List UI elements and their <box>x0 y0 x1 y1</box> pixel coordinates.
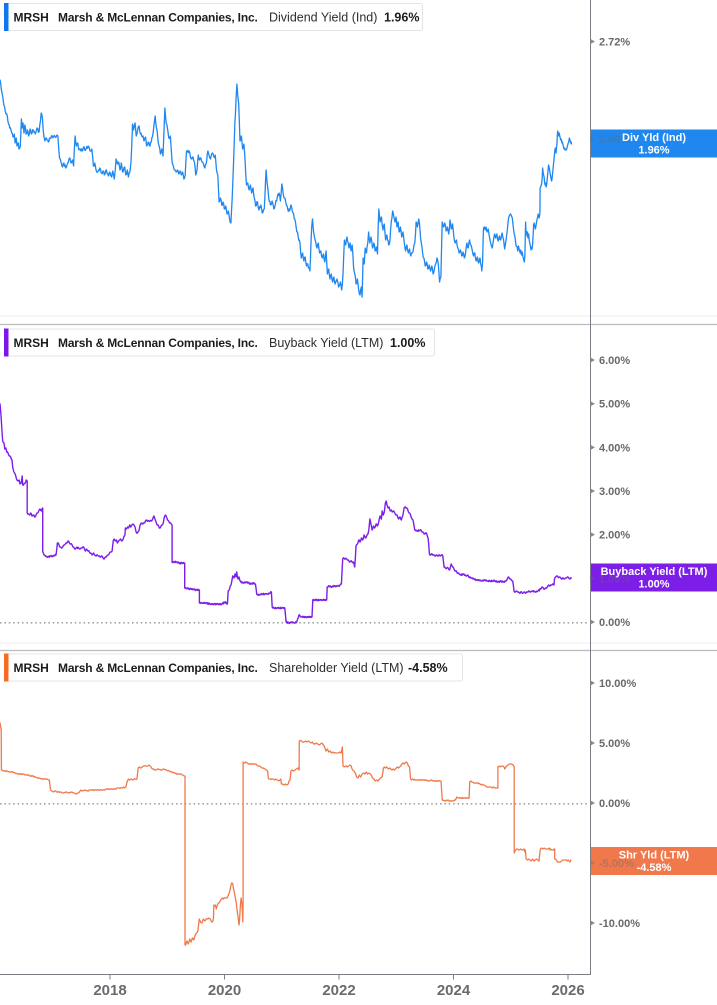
svg-text:Buyback Yield (LTM): Buyback Yield (LTM) <box>601 566 708 578</box>
svg-text:-4.58%: -4.58% <box>408 661 448 675</box>
svg-text:5.00%: 5.00% <box>599 399 630 411</box>
svg-text:1.00%: 1.00% <box>390 336 425 350</box>
svg-text:-10.00%: -10.00% <box>599 918 640 930</box>
svg-text:Shr Yld (LTM): Shr Yld (LTM) <box>619 850 690 862</box>
svg-text:2026: 2026 <box>551 982 584 999</box>
svg-text:-5.00%: -5.00% <box>599 858 634 870</box>
svg-text:Marsh & McLennan Companies, In: Marsh & McLennan Companies, Inc. <box>58 336 258 350</box>
svg-text:2022: 2022 <box>322 982 355 999</box>
svg-text:Div Yld (Ind): Div Yld (Ind) <box>622 132 686 144</box>
svg-text:1.00%: 1.00% <box>599 573 630 585</box>
svg-text:1.96%: 1.96% <box>638 145 669 157</box>
svg-text:1.96%: 1.96% <box>384 11 419 25</box>
svg-text:6.00%: 6.00% <box>599 355 630 367</box>
svg-text:2024: 2024 <box>437 982 471 999</box>
svg-text:2.00%: 2.00% <box>599 530 630 542</box>
svg-text:2020: 2020 <box>208 982 241 999</box>
svg-text:2.72%: 2.72% <box>599 37 630 49</box>
svg-text:1.00%: 1.00% <box>638 579 669 591</box>
svg-text:MRSH: MRSH <box>14 11 49 25</box>
svg-text:Shareholder Yield (LTM): Shareholder Yield (LTM) <box>269 661 404 675</box>
svg-text:2.00%: 2.00% <box>599 134 630 146</box>
svg-text:MRSH: MRSH <box>14 661 49 675</box>
svg-text:Marsh & McLennan Companies, In: Marsh & McLennan Companies, Inc. <box>58 11 258 25</box>
svg-text:0.00%: 0.00% <box>599 798 630 810</box>
svg-text:Marsh & McLennan Companies, In: Marsh & McLennan Companies, Inc. <box>58 661 258 675</box>
svg-text:0.00%: 0.00% <box>599 617 630 629</box>
svg-text:10.00%: 10.00% <box>599 678 637 690</box>
svg-text:Buyback Yield (LTM): Buyback Yield (LTM) <box>269 336 383 350</box>
svg-text:-4.58%: -4.58% <box>637 862 672 874</box>
svg-text:4.00%: 4.00% <box>599 442 630 454</box>
svg-text:MRSH: MRSH <box>14 336 49 350</box>
svg-text:Dividend Yield (Ind): Dividend Yield (Ind) <box>269 11 377 25</box>
svg-text:2018: 2018 <box>93 982 126 999</box>
svg-text:3.00%: 3.00% <box>599 486 630 498</box>
svg-text:5.00%: 5.00% <box>599 738 630 750</box>
